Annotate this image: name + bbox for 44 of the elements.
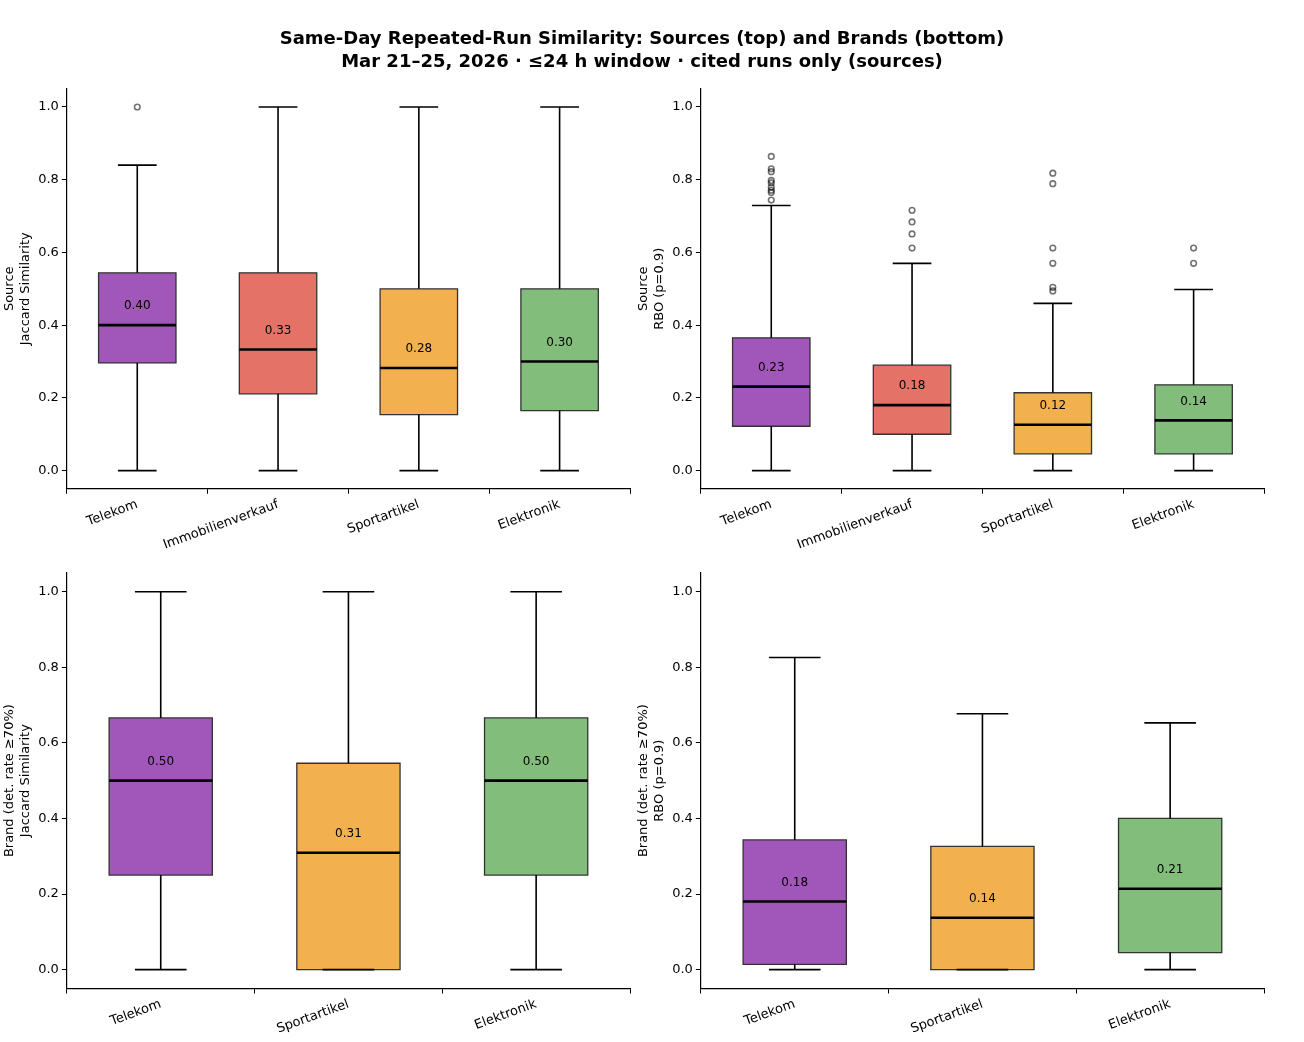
y-tick-label: 0.0 (672, 960, 693, 976)
y-tick-label: 0.6 (38, 734, 59, 750)
text: 0.50 (147, 753, 175, 768)
y-tick-label: 0.2 (672, 885, 693, 901)
text: 0.14 (1180, 393, 1207, 408)
y-tick-label: 1.0 (672, 98, 693, 114)
chart-subtitle: Mar 21–25, 2026 · ≤24 h window · cited runs only (sources) (340, 49, 944, 72)
y-tick-label: 0.6 (672, 243, 693, 259)
text: 0.28 (405, 341, 433, 356)
y-tick-label: 0.4 (672, 809, 693, 825)
y-tick-label: 0.8 (672, 171, 693, 187)
y-axis-title: Source Jaccard Similarity (1, 231, 32, 347)
y-axis-title: Brand (det. rate ≥70%) Jaccard Similarity (1, 704, 32, 858)
y-tick-label: 0.8 (38, 171, 59, 187)
y-tick-label: 1.0 (38, 98, 59, 114)
y-tick-label: 0.2 (38, 885, 59, 901)
text: 0.12 (1039, 397, 1067, 412)
y-tick-label: 0.6 (38, 243, 59, 259)
text: 0.18 (781, 874, 809, 889)
y-tick-label: 0.0 (38, 461, 59, 477)
y-tick-label: 0.4 (38, 809, 59, 825)
y-tick-label: 1.0 (38, 583, 59, 599)
y-tick-label: 0.8 (38, 658, 59, 674)
y-tick-label: 0.0 (672, 461, 693, 477)
y-tick-label: 0.2 (38, 389, 59, 405)
y-tick-label: 0.2 (672, 389, 693, 405)
text: 0.31 (335, 825, 362, 840)
y-tick-label: 1.0 (672, 583, 693, 599)
y-axis-title: Brand (det. rate ≥70%) RBO (p=0.9) (635, 704, 666, 858)
text: 0.50 (522, 753, 550, 768)
y-tick-label: 0.0 (38, 960, 59, 976)
text: 0.14 (969, 890, 996, 905)
y-tick-label: 0.4 (38, 316, 59, 332)
y-axis-title: Source RBO (p=0.9) (635, 247, 666, 330)
text: 0.40 (123, 298, 151, 313)
y-tick-label: 0.8 (672, 658, 693, 674)
y-tick-label: 0.6 (672, 734, 693, 750)
text: 0.23 (757, 359, 785, 374)
chart-title: Same-Day Repeated-Run Similarity: Sources (top) and Brands (bottom) (278, 26, 1006, 49)
text: 0.18 (898, 378, 926, 393)
text: 0.33 (264, 322, 292, 337)
text: 0.30 (546, 334, 573, 349)
y-tick-label: 0.4 (672, 316, 693, 332)
text: 0.21 (1156, 861, 1184, 876)
